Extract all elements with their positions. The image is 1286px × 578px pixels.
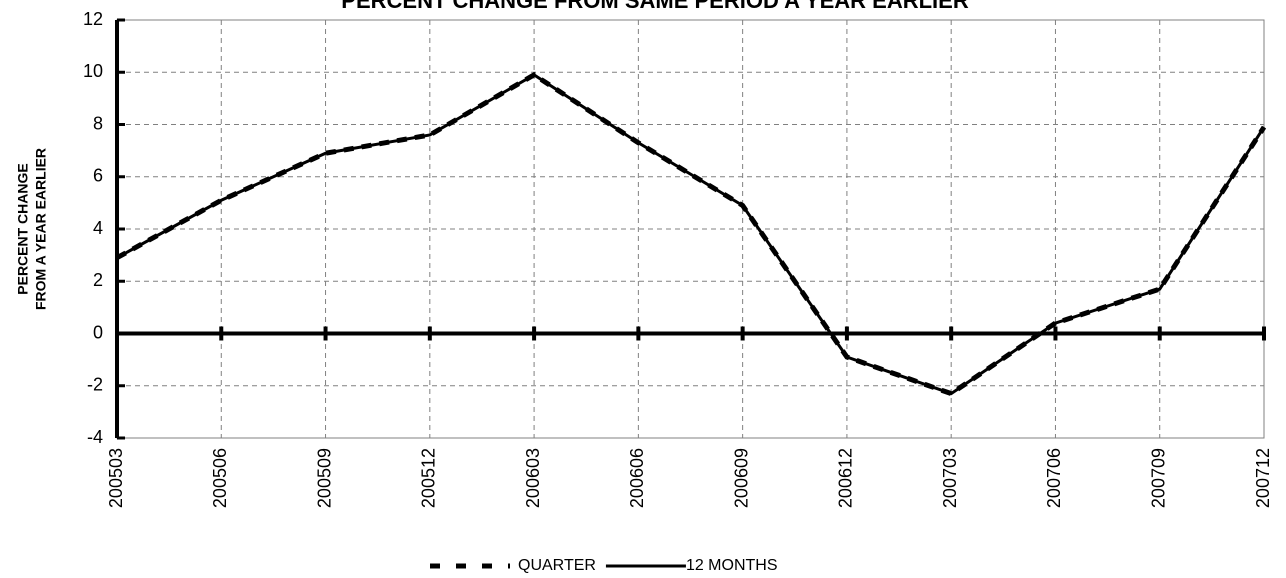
y-tick-label: 2 [93, 270, 103, 290]
legend-label: QUARTER [518, 557, 596, 574]
y-tick-label: 8 [93, 113, 103, 133]
legend-label: 12 MONTHS [686, 557, 778, 574]
x-tick-label: 200709 [1148, 448, 1168, 508]
y-tick-label: -4 [87, 427, 103, 447]
x-tick-label: 200509 [314, 448, 334, 508]
x-tick-label: 200606 [627, 448, 647, 508]
y-axis-label: FROM A YEAR EARLIER [33, 148, 49, 310]
x-tick-label: 200612 [836, 448, 856, 508]
x-tick-label: 200503 [106, 448, 126, 508]
series-line [116, 73, 1266, 396]
x-tick-label: 200609 [731, 448, 751, 508]
x-tick-label: 200603 [523, 448, 543, 508]
x-tick-label: 200506 [210, 448, 230, 508]
y-axis-label: PERCENT CHANGE [15, 163, 31, 294]
y-tick-label: 12 [83, 9, 103, 29]
y-tick-label: 10 [83, 61, 103, 81]
y-tick-label: -2 [87, 375, 103, 395]
y-tick-label: 0 [93, 322, 103, 342]
x-tick-label: 200512 [419, 448, 439, 508]
x-tick-label: 200712 [1253, 448, 1273, 508]
x-tick-label: 200706 [1044, 448, 1064, 508]
x-tick-label: 200703 [940, 448, 960, 508]
y-tick-label: 4 [93, 218, 103, 238]
series-line [115, 71, 1267, 397]
chart-title: PERCENT CHANGE FROM SAME PERIOD A YEAR E… [341, 0, 969, 13]
y-tick-label: 6 [93, 166, 103, 186]
